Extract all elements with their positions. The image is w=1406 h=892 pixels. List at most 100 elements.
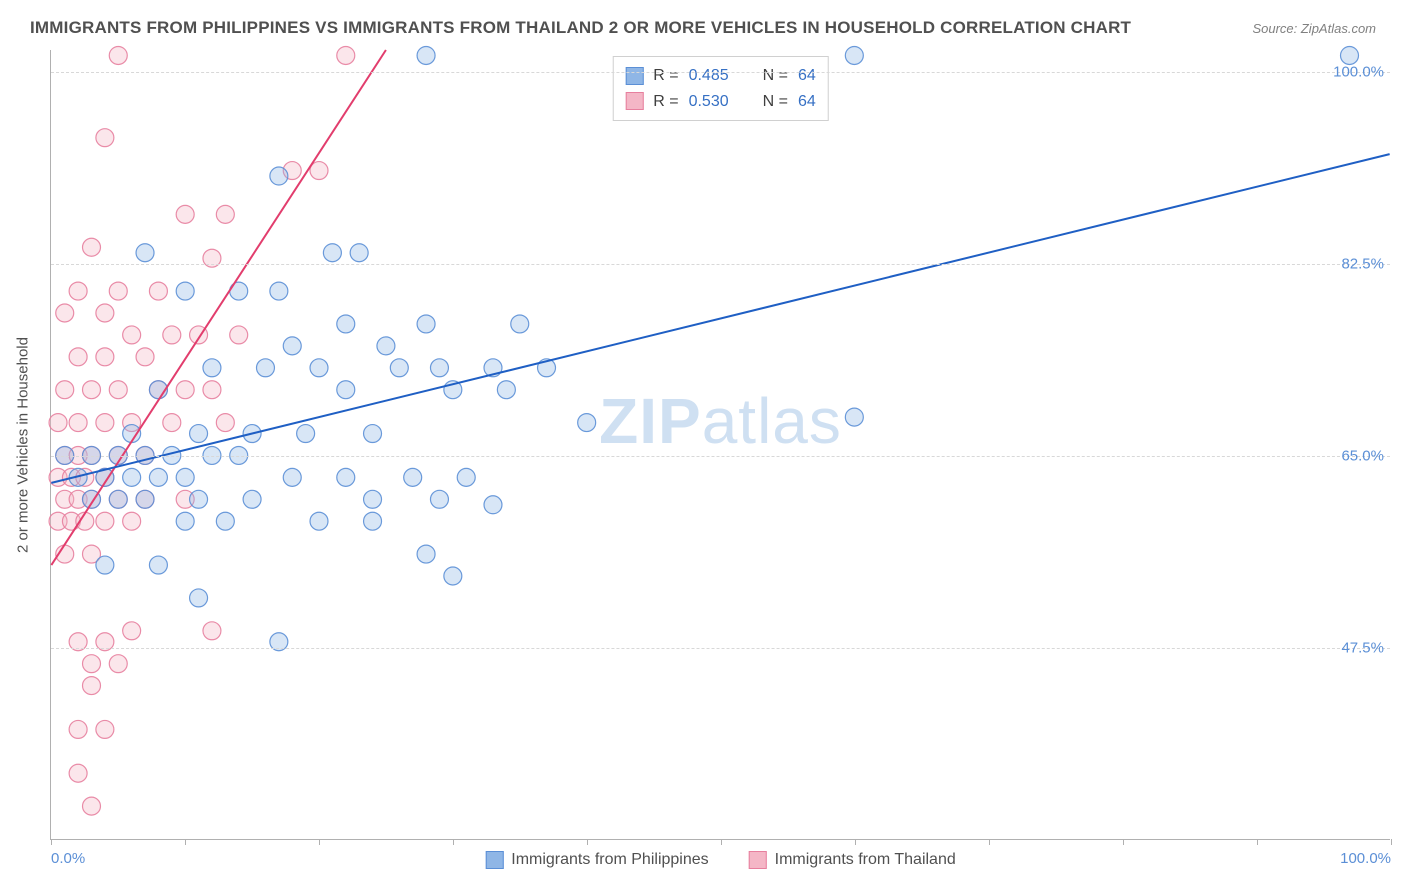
swatch-thailand [749, 851, 767, 869]
legend-correlation: R = 0.485 N = 64 R = 0.530 N = 64 [612, 56, 829, 121]
scatter-point-philippines [270, 167, 288, 185]
swatch-philippines [485, 851, 503, 869]
scatter-point-thailand [96, 129, 114, 147]
scatter-point-philippines [136, 244, 154, 262]
scatter-point-philippines [364, 512, 382, 530]
scatter-point-philippines [270, 282, 288, 300]
scatter-point-thailand [176, 205, 194, 223]
scatter-point-philippines [283, 468, 301, 486]
scatter-point-philippines [323, 244, 341, 262]
gridline [51, 264, 1390, 265]
scatter-point-thailand [96, 348, 114, 366]
scatter-point-philippines [845, 46, 863, 64]
scatter-point-philippines [430, 490, 448, 508]
scatter-point-thailand [123, 326, 141, 344]
scatter-point-philippines [417, 315, 435, 333]
scatter-point-thailand [56, 381, 74, 399]
n-label: N = [763, 63, 788, 89]
scatter-point-thailand [109, 46, 127, 64]
scatter-point-philippines [310, 512, 328, 530]
x-tick [319, 839, 320, 845]
scatter-point-philippines [176, 468, 194, 486]
scatter-point-philippines [203, 359, 221, 377]
scatter-point-thailand [203, 622, 221, 640]
scatter-point-thailand [216, 205, 234, 223]
scatter-point-thailand [109, 381, 127, 399]
scatter-point-philippines [337, 315, 355, 333]
legend-item-philippines: Immigrants from Philippines [485, 851, 708, 869]
scatter-point-philippines [444, 567, 462, 585]
scatter-point-philippines [310, 359, 328, 377]
x-tick [989, 839, 990, 845]
scatter-point-thailand [136, 348, 154, 366]
r-value-philippines: 0.485 [689, 63, 729, 89]
scatter-point-philippines [511, 315, 529, 333]
scatter-point-philippines [216, 512, 234, 530]
r-label: R = [653, 89, 678, 115]
scatter-point-philippines [337, 381, 355, 399]
scatter-point-philippines [457, 468, 475, 486]
scatter-point-thailand [109, 282, 127, 300]
scatter-point-philippines [297, 425, 315, 443]
scatter-point-thailand [216, 414, 234, 432]
source-attribution: Source: ZipAtlas.com [1252, 21, 1376, 36]
n-value-thailand: 64 [798, 89, 816, 115]
scatter-point-thailand [69, 720, 87, 738]
x-tick [51, 839, 52, 845]
scatter-point-thailand [123, 512, 141, 530]
scatter-point-philippines [404, 468, 422, 486]
scatter-point-thailand [96, 414, 114, 432]
swatch-philippines [625, 67, 643, 85]
scatter-point-philippines [123, 468, 141, 486]
scatter-point-thailand [49, 414, 67, 432]
scatter-point-philippines [417, 545, 435, 563]
scatter-point-philippines [417, 46, 435, 64]
legend-row-thailand: R = 0.530 N = 64 [625, 89, 816, 115]
x-tick [1257, 839, 1258, 845]
scatter-point-thailand [96, 720, 114, 738]
x-tick [1123, 839, 1124, 845]
scatter-point-philippines [497, 381, 515, 399]
scatter-point-philippines [484, 496, 502, 514]
x-tick [185, 839, 186, 845]
scatter-point-philippines [109, 490, 127, 508]
legend-series: Immigrants from Philippines Immigrants f… [485, 851, 956, 869]
legend-row-philippines: R = 0.485 N = 64 [625, 63, 816, 89]
x-tick [453, 839, 454, 845]
gridline [51, 72, 1390, 73]
chart-svg [51, 50, 1390, 839]
swatch-thailand [625, 92, 643, 110]
scatter-point-philippines [176, 512, 194, 530]
scatter-point-philippines [256, 359, 274, 377]
y-tick-label: 65.0% [1341, 447, 1384, 464]
scatter-point-philippines [190, 490, 208, 508]
x-tick [587, 839, 588, 845]
scatter-point-thailand [83, 677, 101, 695]
r-value-thailand: 0.530 [689, 89, 729, 115]
scatter-point-thailand [337, 46, 355, 64]
scatter-point-philippines [364, 425, 382, 443]
y-tick-label: 82.5% [1341, 255, 1384, 272]
scatter-point-thailand [203, 381, 221, 399]
scatter-point-philippines [136, 490, 154, 508]
scatter-point-thailand [83, 797, 101, 815]
scatter-point-thailand [96, 304, 114, 322]
scatter-point-thailand [56, 304, 74, 322]
scatter-point-thailand [69, 282, 87, 300]
scatter-point-philippines [390, 359, 408, 377]
plot-area: 2 or more Vehicles in Household ZIPatlas… [50, 50, 1390, 840]
scatter-point-philippines [350, 244, 368, 262]
scatter-point-thailand [230, 326, 248, 344]
gridline [51, 648, 1390, 649]
scatter-point-philippines [283, 337, 301, 355]
legend-label-philippines: Immigrants from Philippines [511, 851, 708, 869]
scatter-point-thailand [96, 512, 114, 530]
y-tick-label: 100.0% [1333, 63, 1384, 80]
legend-item-thailand: Immigrants from Thailand [749, 851, 956, 869]
y-axis-title: 2 or more Vehicles in Household [15, 337, 32, 553]
scatter-point-philippines [845, 408, 863, 426]
scatter-point-thailand [149, 282, 167, 300]
scatter-point-thailand [163, 414, 181, 432]
scatter-point-philippines [430, 359, 448, 377]
scatter-point-philippines [578, 414, 596, 432]
